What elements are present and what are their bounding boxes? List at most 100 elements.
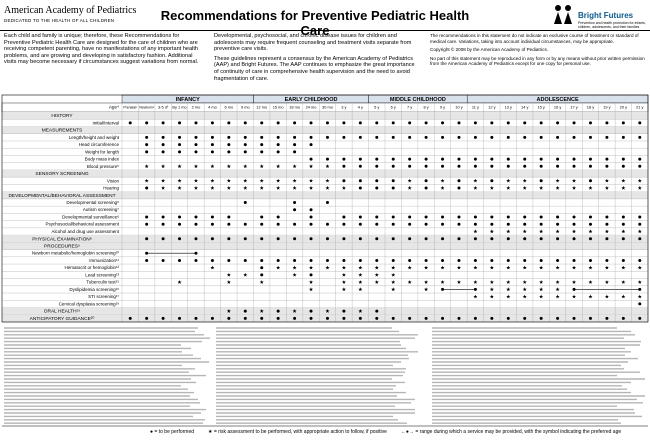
mark-dot: [375, 310, 378, 313]
mark-dot: [359, 223, 362, 226]
mark-dot: [326, 136, 329, 139]
mark-dot: [540, 259, 543, 262]
mark-dot: [178, 216, 181, 219]
mark-star: [588, 266, 592, 270]
mark-dot: [227, 259, 230, 262]
mark-dot: [342, 179, 345, 182]
mark-dot: [441, 288, 444, 291]
mark-dot: [375, 237, 378, 240]
mark-dot: [425, 165, 428, 168]
mark-dot: [408, 136, 411, 139]
mark-star: [572, 186, 576, 190]
mark-dot: [474, 259, 477, 262]
mark-star: [391, 287, 395, 291]
mark-dot: [375, 223, 378, 226]
mark-dot: [293, 208, 296, 211]
mark-dot: [310, 216, 313, 219]
mark-star: [358, 287, 362, 291]
mark-dot: [277, 223, 280, 226]
mark-dot: [227, 237, 230, 240]
row-label: Initial/Interval: [92, 120, 119, 125]
mark-dot: [194, 252, 197, 255]
mark-dot: [573, 223, 576, 226]
mark-dot: [573, 121, 576, 124]
mark-dot: [293, 150, 296, 153]
mark-dot: [507, 237, 510, 240]
mark-dot: [244, 143, 247, 146]
age: 15 mo: [273, 105, 284, 110]
mark-dot: [573, 136, 576, 139]
mark-star: [325, 266, 329, 270]
row-label: Head circumference: [79, 142, 120, 147]
mark-dot: [359, 158, 362, 161]
age: 6 y: [391, 105, 396, 110]
mark-star: [523, 229, 527, 233]
mark-dot: [145, 237, 148, 240]
mark-dot: [293, 143, 296, 146]
mark-star: [260, 280, 264, 284]
row-label: Lead screening¹³: [85, 272, 119, 277]
mark-dot: [277, 237, 280, 240]
mark-star: [572, 280, 576, 284]
mark-star: [325, 179, 329, 183]
mark-dot: [375, 259, 378, 262]
mark-star: [408, 280, 412, 284]
mark-star: [473, 280, 477, 284]
legend: ● = to be performed ★ = risk assessment …: [150, 429, 621, 435]
mark-dot: [244, 150, 247, 153]
mark-dot: [441, 136, 444, 139]
mark-star: [572, 295, 576, 299]
mark-dot: [145, 317, 148, 320]
mark-star: [556, 287, 560, 291]
mark-dot: [408, 237, 411, 240]
mark-dot: [326, 237, 329, 240]
mark-star: [490, 186, 494, 190]
mark-dot: [342, 216, 345, 219]
mark-dot: [178, 223, 181, 226]
mark-dot: [638, 237, 641, 240]
age: 6 mo: [225, 105, 234, 110]
mark-dot: [605, 158, 608, 161]
mark-dot: [622, 158, 625, 161]
mark-dot: [375, 179, 378, 182]
mark-dot: [490, 179, 493, 182]
mark-dot: [162, 223, 165, 226]
mark-star: [243, 164, 247, 168]
row-label: Immunization¹¹: [89, 258, 119, 263]
section-row: [2, 235, 648, 242]
mark-dot: [260, 121, 263, 124]
mark-dot: [145, 252, 148, 255]
mark-dot: [260, 216, 263, 219]
mark-star: [523, 280, 527, 284]
mark-dot: [392, 317, 395, 320]
mark-dot: [490, 237, 493, 240]
mark-dot: [392, 237, 395, 240]
mark-dot: [457, 187, 460, 190]
mark-star: [556, 186, 560, 190]
mark-dot: [310, 158, 313, 161]
mark-star: [473, 179, 477, 183]
mark-dot: [359, 259, 362, 262]
mark-dot: [573, 259, 576, 262]
mark-star: [506, 179, 510, 183]
section-label: PHYSICAL EXAMINATION⁸: [32, 236, 92, 242]
mark-dot: [490, 165, 493, 168]
mark-star: [260, 179, 264, 183]
mark-dot: [375, 165, 378, 168]
mark-dot: [474, 223, 477, 226]
mark-dot: [326, 259, 329, 262]
mark-dot: [441, 121, 444, 124]
mark-dot: [523, 317, 526, 320]
mark-dot: [342, 310, 345, 313]
mark-star: [391, 273, 395, 277]
mark-star: [375, 280, 379, 284]
mark-dot: [605, 165, 608, 168]
mark-star: [342, 287, 346, 291]
mark-dot: [605, 216, 608, 219]
mark-dot: [523, 121, 526, 124]
mark-star: [276, 266, 280, 270]
mark-dot: [211, 136, 214, 139]
mark-dot: [375, 216, 378, 219]
mark-dot: [178, 143, 181, 146]
